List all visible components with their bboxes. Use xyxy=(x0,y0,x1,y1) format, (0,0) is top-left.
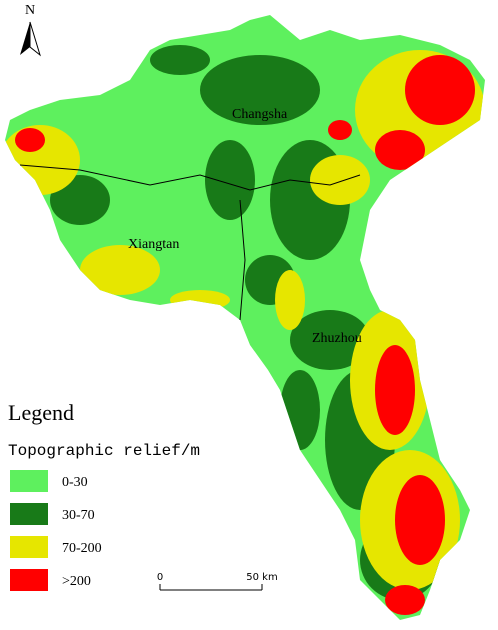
relief-over-200 xyxy=(15,55,475,615)
north-arrow xyxy=(29,21,41,57)
scale-label: 0 xyxy=(157,572,163,583)
legend-swatch xyxy=(10,470,48,492)
north-label: N xyxy=(25,3,35,18)
legend-swatch xyxy=(10,503,48,525)
legend-swatch xyxy=(10,536,48,558)
legend-subtitle: Topographic relief/m xyxy=(8,442,200,460)
north-arrow xyxy=(20,22,30,55)
city-label: Zhuzhou xyxy=(312,331,362,346)
boundary xyxy=(19,164,361,191)
legend-label: 70-200 xyxy=(62,541,102,556)
legend-label: >200 xyxy=(62,574,91,589)
legend-swatch xyxy=(10,569,48,591)
city-label: Xiangtan xyxy=(128,237,179,252)
city-label: Changsha xyxy=(232,107,288,122)
legend-label: 0-30 xyxy=(62,475,88,490)
boundary xyxy=(239,199,246,321)
scale-label: 50 km xyxy=(246,572,277,583)
legend-title: Legend xyxy=(8,400,74,425)
legend-label: 30-70 xyxy=(62,508,95,523)
legend: 0-30 30-70 70-200 >200 xyxy=(10,470,102,591)
